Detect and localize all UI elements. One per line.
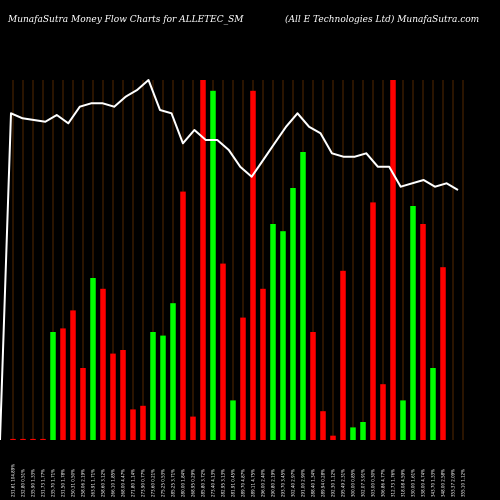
- bar: [40, 438, 46, 440]
- chart-tick-labels: 231.61 104.89% 232.80 0.51% 235.90 1.33% 23…: [11, 464, 466, 497]
- x-tick-label: 296.00 2.40%: [261, 469, 266, 497]
- bar: [80, 368, 86, 440]
- chart-bars: [10, 80, 446, 441]
- bar: [390, 80, 396, 440]
- x-tick-label: 281.91 0.45%: [231, 469, 236, 497]
- x-tick-label: 263.91 1.71%: [91, 469, 96, 497]
- bar: [240, 317, 246, 440]
- x-tick-label: 355.10 1.12%: [461, 469, 466, 497]
- bar: [230, 400, 236, 440]
- x-tick-label: 285.25 3.71%: [171, 469, 176, 497]
- x-tick-label: 273.40 4.13%: [211, 469, 216, 497]
- bar: [160, 335, 166, 440]
- x-tick-label: 293.70 3.45%: [281, 469, 286, 497]
- bar: [250, 90, 256, 441]
- x-tick-label: 343.70 1.33%: [431, 469, 436, 497]
- x-tick-label: 266.10 1.85%: [111, 469, 116, 497]
- bar: [400, 400, 406, 440]
- bar: [110, 353, 116, 440]
- x-tick-label: 268.95 0.29%: [191, 469, 196, 497]
- chart-title-left: MunafaSutra Money Flow Charts for ALLETE…: [7, 15, 244, 25]
- x-tick-label: 302.07 3.91%: [361, 469, 366, 497]
- bar: [260, 288, 266, 440]
- bar: [10, 438, 16, 440]
- bar: [330, 435, 336, 440]
- x-tick-label: 312.73 1.76%: [391, 469, 396, 497]
- bar: [140, 405, 146, 440]
- bar: [420, 224, 426, 440]
- bar: [220, 263, 226, 440]
- x-tick-label: 300.00 0.85%: [351, 469, 356, 497]
- x-tick-label: 289.11 4.75%: [251, 469, 256, 497]
- bar: [310, 332, 316, 440]
- x-tick-label: 271.80 1.14%: [131, 469, 136, 497]
- x-tick-label: 275.25 0.53%: [161, 469, 166, 497]
- bar: [150, 332, 156, 440]
- chart-title-right: (All E Technologies Ltd) MunafaSutra.com: [285, 14, 479, 25]
- bar: [200, 80, 206, 440]
- x-tick-label: 258.06 2.19%: [81, 469, 86, 497]
- bar: [300, 152, 306, 440]
- x-tick-label: 353.37 2.09%: [451, 469, 456, 497]
- x-tick-label: 303.00 0.30%: [371, 469, 376, 497]
- bar: [70, 310, 76, 440]
- x-tick-label: 231.61 104.89%: [11, 464, 16, 497]
- bar: [360, 422, 366, 440]
- x-tick-label: 289.70 4.87%: [241, 469, 246, 497]
- bar: [100, 288, 106, 440]
- bar: [270, 224, 276, 440]
- bar: [180, 191, 186, 440]
- x-tick-label: 302.40 2.97%: [291, 469, 296, 497]
- bar: [280, 231, 286, 440]
- bar: [430, 368, 436, 440]
- bar: [410, 206, 416, 440]
- x-tick-label: 285.80 3.72%: [201, 469, 206, 497]
- bar: [380, 384, 386, 440]
- x-tick-label: 268.00 4.47%: [121, 469, 126, 497]
- bar: [440, 267, 446, 440]
- bar: [290, 188, 296, 440]
- x-tick-label: 290.80 2.19%: [271, 469, 276, 497]
- bar: [320, 411, 326, 440]
- bar: [190, 416, 196, 440]
- x-tick-label: 291.00 2.90%: [301, 469, 306, 497]
- x-tick-label: 288.40 1.34%: [311, 469, 316, 497]
- x-tick-label: 258.60 3.12%: [101, 469, 106, 497]
- bar: [370, 202, 376, 440]
- bar: [120, 350, 126, 440]
- x-tick-label: 231.50 1.78%: [61, 469, 66, 497]
- x-tick-label: 289.94 0.28%: [321, 469, 326, 497]
- bar: [210, 90, 216, 441]
- x-tick-label: 306.86 4.77%: [381, 469, 386, 497]
- x-tick-label: 250.31 0.50%: [71, 469, 76, 497]
- x-tick-label: 273.90 0.77%: [141, 469, 146, 497]
- x-tick-label: 348.00 2.58%: [441, 469, 446, 497]
- x-tick-label: 282.95 3.13%: [221, 469, 226, 497]
- x-tick-label: 231.73 1.77%: [41, 469, 46, 497]
- x-tick-label: 295.49 2.31%: [341, 469, 346, 497]
- x-tick-label: 280.00 1.84%: [181, 469, 186, 497]
- x-tick-label: 235.70 1.71%: [51, 469, 56, 497]
- x-tick-label: 318.08 4.59%: [401, 469, 406, 497]
- bar: [340, 270, 346, 440]
- bar: [90, 278, 96, 440]
- x-tick-label: 273.60 0.21%: [151, 469, 156, 497]
- bar: [60, 328, 66, 440]
- bar: [30, 438, 36, 440]
- chart-money-flow-line: [0, 79, 459, 441]
- bar: [20, 438, 26, 440]
- x-tick-label: 292.30 1.12%: [331, 469, 336, 497]
- x-tick-label: 232.80 0.51%: [21, 469, 26, 497]
- x-tick-label: 338.00 4.74%: [421, 469, 426, 497]
- bar: [130, 409, 136, 440]
- money-flow-line: [0, 79, 459, 441]
- bar: [170, 303, 176, 440]
- x-tick-label: 330.00 1.61%: [411, 469, 416, 497]
- bar: [350, 427, 356, 440]
- bar: [50, 332, 56, 440]
- x-tick-label: 235.90 1.33%: [31, 469, 36, 497]
